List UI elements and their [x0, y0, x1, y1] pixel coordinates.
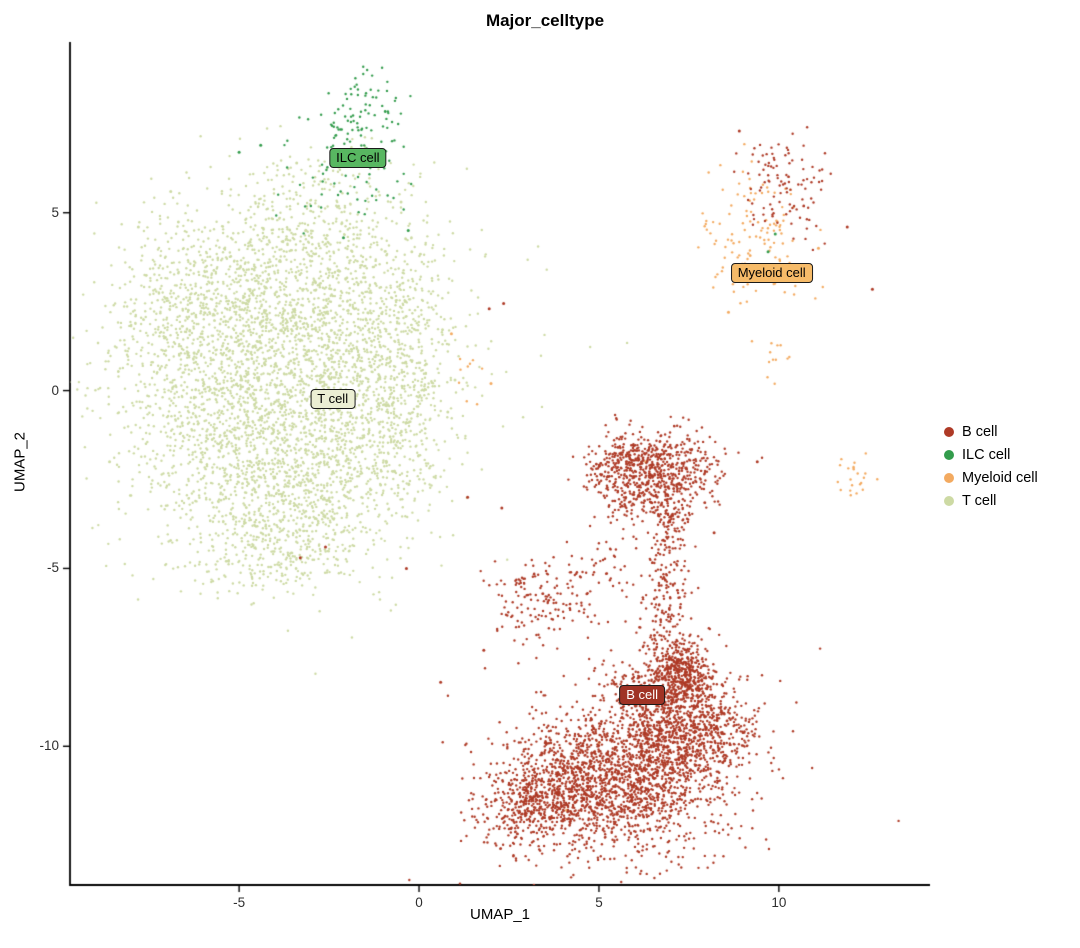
legend-dot-myeloid-cell: [944, 473, 954, 483]
legend-dot-t-cell: [944, 496, 954, 506]
x-axis-label: UMAP_1: [469, 906, 531, 923]
y-tick-label: 0: [51, 382, 59, 398]
legend-item-ilc-cell: ILC cell: [944, 447, 1038, 463]
legend-label-myeloid-cell: Myeloid cell: [962, 470, 1038, 486]
legend-label-b-cell: B cell: [962, 424, 998, 440]
chart-title: Major_celltype: [485, 11, 605, 30]
legend-item-t-cell: T cell: [944, 493, 1038, 509]
cluster-label-myeloid-cell: Myeloid cell: [730, 263, 813, 284]
legend: B cell ILC cell Myeloid cell T cell: [944, 424, 1038, 509]
legend-dot-ilc-cell: [944, 450, 954, 460]
cluster-label-b-cell: B cell: [619, 684, 666, 705]
cluster-label-t-cell: T cell: [310, 389, 356, 410]
x-tick-label: 10: [771, 895, 787, 910]
cluster-label-ilc-cell: ILC cell: [329, 147, 387, 168]
legend-item-myeloid-cell: Myeloid cell: [944, 470, 1038, 486]
legend-item-b-cell: B cell: [944, 424, 1038, 440]
legend-label-ilc-cell: ILC cell: [962, 447, 1011, 463]
legend-label-t-cell: T cell: [962, 493, 997, 509]
y-axis-label: UMAP_2: [11, 431, 29, 493]
y-tick-label: 5: [51, 204, 59, 220]
x-tick-label: 0: [415, 895, 423, 910]
legend-dot-b-cell: [944, 427, 954, 437]
x-tick-label: -5: [233, 895, 246, 910]
y-tick-label: -5: [46, 560, 59, 576]
x-tick-label: 5: [595, 895, 603, 910]
y-tick-label: -10: [39, 738, 59, 754]
